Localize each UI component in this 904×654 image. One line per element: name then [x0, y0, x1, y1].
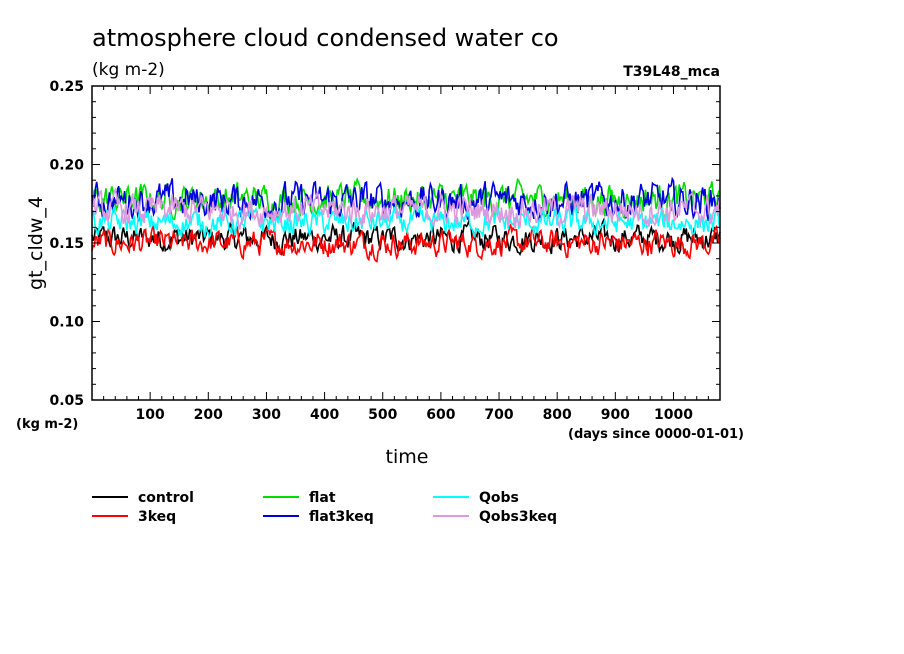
y-axis-label: gt_cldw_4 [25, 196, 47, 290]
x-tick-label: 200 [194, 407, 223, 423]
chart-title: atmosphere cloud condensed water co [92, 24, 559, 52]
x-tick-label: 700 [484, 407, 513, 423]
run-label: T39L48_mca [623, 64, 720, 80]
legend-label: Qobs [479, 490, 519, 506]
x-tick-label: 500 [368, 407, 397, 423]
legend-label: Qobs3keq [479, 509, 557, 525]
series-line-flat3keq [91, 176, 721, 222]
y-tick-labels: 0.05 0.10 0.15 0.20 0.25 [49, 79, 84, 409]
x-tick-label: 600 [426, 407, 455, 423]
x-axis-label: time [386, 446, 429, 468]
x-tick-label: 1000 [654, 407, 693, 423]
series-line-3keq [91, 222, 721, 263]
x-tick-label: 900 [601, 407, 630, 423]
legend-label: control [138, 490, 194, 506]
legend-label: 3keq [138, 509, 176, 525]
y-tick-label: 0.25 [49, 79, 84, 95]
series-line-qobs3keq [91, 187, 721, 230]
x-tick-label: 800 [543, 407, 572, 423]
axis-ticks [92, 86, 720, 400]
y-tick-label: 0.05 [49, 393, 84, 409]
y-tick-label: 0.15 [49, 236, 84, 252]
x-tick-labels: 100 200 300 400 500 600 700 800 900 1000 [136, 407, 694, 423]
x-tick-label: 100 [136, 407, 165, 423]
plot-series [91, 176, 721, 263]
y-tick-label: 0.20 [49, 158, 84, 174]
x-tick-label: 300 [252, 407, 281, 423]
units-label: (kg m-2) [92, 60, 165, 80]
x-unit-label: (days since 0000-01-01) [568, 427, 744, 442]
series-line-flat [91, 176, 721, 221]
y-unit-label: (kg m-2) [16, 417, 78, 432]
legend-label: flat3keq [309, 509, 374, 525]
y-tick-label: 0.10 [49, 315, 84, 331]
legend: control 3keq flat flat3keq Qobs Qobs3keq [92, 490, 557, 525]
legend-label: flat [309, 490, 336, 506]
x-tick-label: 400 [310, 407, 339, 423]
